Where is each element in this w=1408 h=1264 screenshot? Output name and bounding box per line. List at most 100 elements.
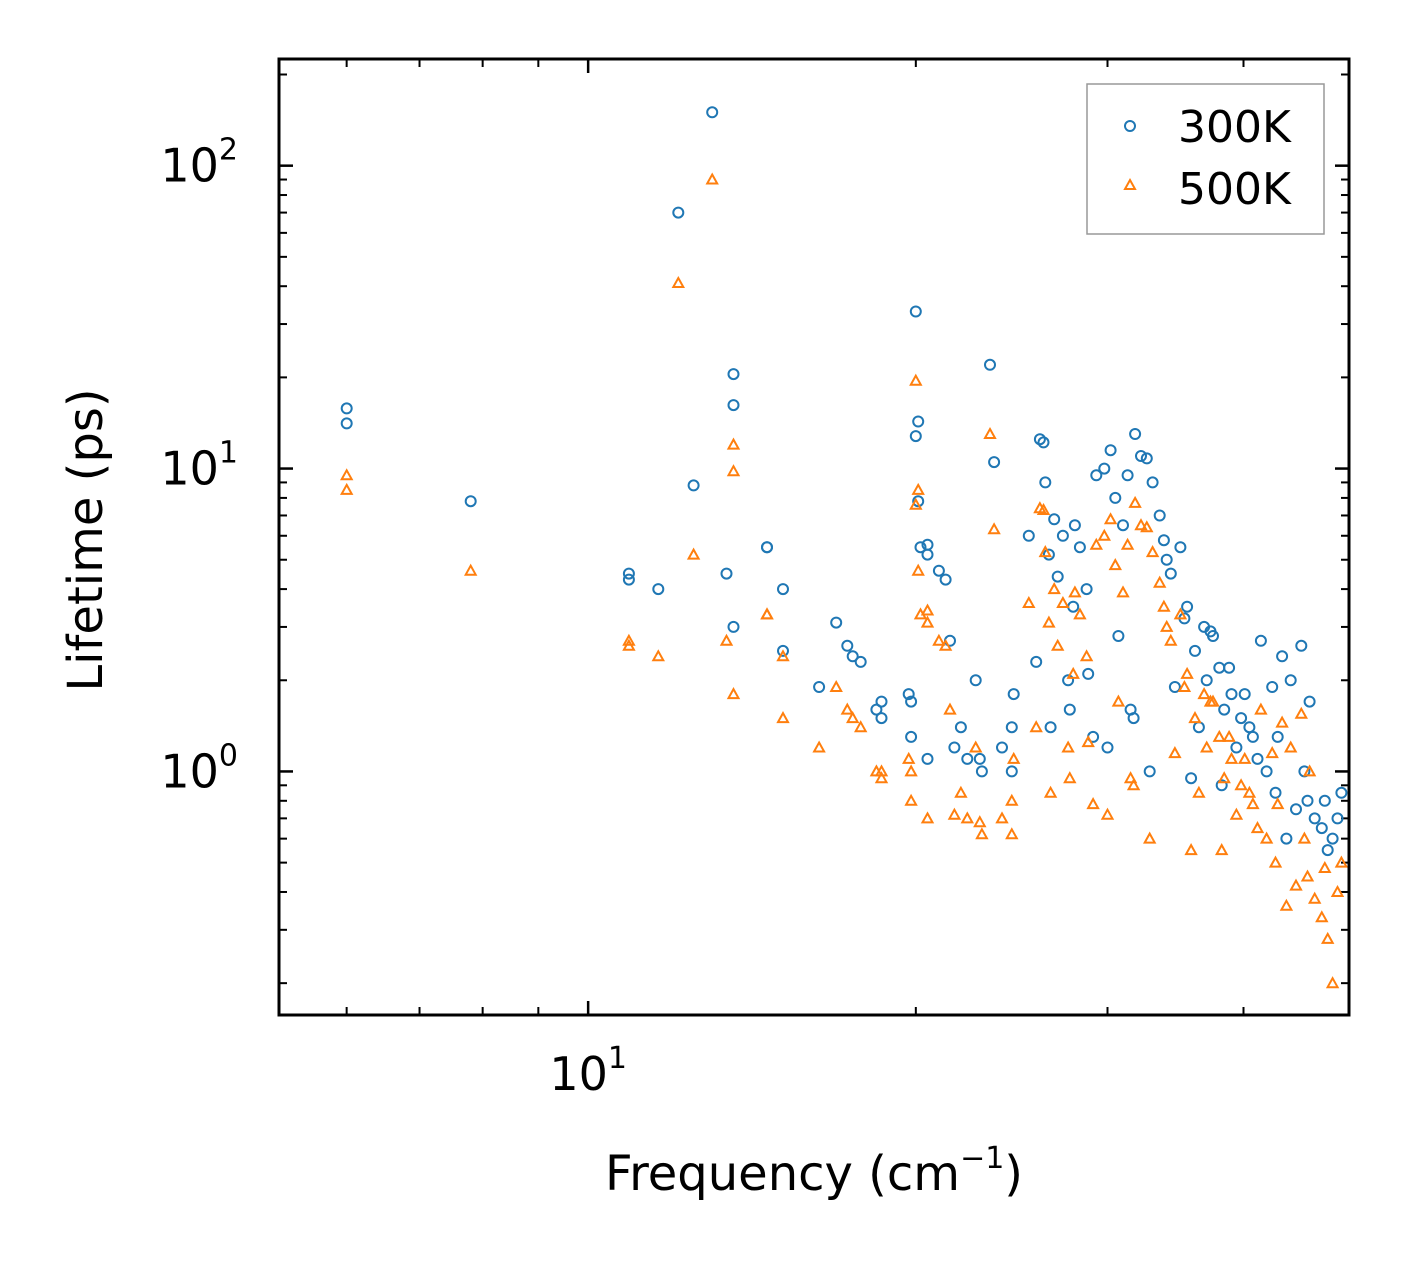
point-500K bbox=[726, 437, 741, 450]
point-500K bbox=[909, 497, 923, 510]
point-300K bbox=[1223, 661, 1236, 674]
point-300K bbox=[1246, 730, 1259, 743]
point-500K bbox=[1217, 771, 1231, 784]
point-300K bbox=[720, 567, 733, 580]
point-300K bbox=[1160, 553, 1173, 566]
point-500K bbox=[1321, 931, 1335, 944]
point-300K bbox=[652, 583, 665, 596]
y-tick-label: 100 bbox=[160, 738, 238, 798]
point-300K bbox=[1039, 476, 1052, 489]
point-500K bbox=[1007, 751, 1021, 764]
point-500K bbox=[1047, 582, 1061, 595]
point-500K bbox=[1229, 807, 1244, 820]
point-500K bbox=[1086, 797, 1100, 810]
point-300K bbox=[1073, 541, 1086, 554]
point-500K bbox=[1108, 558, 1122, 571]
point-300K bbox=[921, 752, 934, 765]
point-500K bbox=[1063, 771, 1077, 784]
point-300K bbox=[1235, 712, 1248, 725]
point-300K bbox=[1033, 433, 1046, 446]
point-500K bbox=[1224, 751, 1239, 764]
point-300K bbox=[1098, 462, 1111, 475]
point-300K bbox=[969, 674, 982, 687]
point-300K bbox=[1284, 674, 1297, 687]
series-500K-points bbox=[340, 172, 1349, 989]
point-500K bbox=[776, 649, 790, 662]
point-300K bbox=[1082, 667, 1095, 680]
point-500K bbox=[622, 633, 636, 646]
point-500K bbox=[902, 751, 916, 764]
point-300K bbox=[932, 564, 945, 577]
point-500K bbox=[622, 638, 636, 651]
point-300K bbox=[961, 752, 974, 765]
point-300K bbox=[1189, 644, 1201, 657]
point-300K bbox=[777, 644, 789, 657]
legend: 300K 500K bbox=[1086, 83, 1325, 235]
point-500K bbox=[1289, 878, 1303, 891]
point-300K bbox=[912, 495, 925, 508]
point-500K bbox=[854, 720, 868, 733]
point-500K bbox=[960, 811, 974, 824]
point-500K bbox=[1180, 666, 1194, 679]
point-300K bbox=[706, 106, 719, 119]
point-300K bbox=[1129, 428, 1142, 440]
point-300K bbox=[1109, 491, 1122, 504]
point-500K bbox=[969, 740, 983, 753]
point-300K bbox=[1068, 519, 1081, 532]
point-300K bbox=[1260, 765, 1273, 778]
point-300K bbox=[902, 688, 915, 701]
point-300K bbox=[761, 541, 773, 554]
point-300K bbox=[1321, 844, 1334, 857]
point-500K bbox=[1066, 666, 1080, 679]
y-tick-label: 102 bbox=[160, 133, 238, 193]
point-500K bbox=[1168, 746, 1182, 759]
point-500K bbox=[1005, 793, 1019, 806]
x-tick-labels: 101 bbox=[549, 1041, 627, 1101]
point-500K bbox=[726, 687, 741, 700]
point-300K bbox=[948, 741, 961, 754]
point-300K bbox=[1276, 650, 1289, 663]
point-500K bbox=[1079, 649, 1094, 662]
point-300K bbox=[854, 655, 867, 668]
point-500K bbox=[1005, 827, 1019, 840]
plot-frame bbox=[277, 57, 1351, 1017]
point-300K bbox=[875, 712, 888, 725]
point-500K bbox=[1315, 910, 1329, 923]
point-300K bbox=[1090, 469, 1103, 482]
point-500K bbox=[840, 702, 854, 715]
point-300K bbox=[1051, 570, 1064, 583]
point-300K bbox=[340, 417, 353, 430]
point-300K bbox=[1213, 661, 1226, 674]
point-300K bbox=[1117, 519, 1129, 532]
point-500K bbox=[1294, 706, 1308, 719]
point-300K bbox=[1238, 688, 1251, 701]
y-tick-labels: 100 101 102 bbox=[160, 133, 238, 799]
point-500K bbox=[1215, 843, 1229, 856]
point-300K bbox=[1335, 786, 1348, 799]
point-500K bbox=[1265, 746, 1279, 759]
point-300K bbox=[813, 681, 826, 693]
point-500K bbox=[1279, 898, 1294, 911]
point-500K bbox=[1284, 740, 1298, 753]
point-300K bbox=[984, 358, 996, 371]
point-500K bbox=[1177, 679, 1192, 692]
point-300K bbox=[1135, 450, 1147, 462]
point-500K bbox=[1242, 785, 1257, 798]
point-300K bbox=[1243, 721, 1256, 734]
point-500K bbox=[1128, 495, 1142, 508]
point-500K bbox=[846, 711, 860, 724]
point-300K bbox=[1318, 794, 1331, 807]
point-300K bbox=[912, 415, 925, 428]
point-300K bbox=[909, 305, 922, 318]
point-500K bbox=[1238, 751, 1252, 764]
point-500K bbox=[1188, 711, 1202, 724]
point-300K bbox=[1044, 721, 1057, 734]
point-500K bbox=[1022, 595, 1036, 608]
point-300K bbox=[973, 752, 986, 765]
point-500K bbox=[1051, 638, 1065, 651]
point-300K bbox=[988, 456, 1001, 469]
point-500K bbox=[954, 785, 968, 798]
point-500K bbox=[1042, 615, 1056, 628]
point-500K bbox=[920, 603, 935, 616]
point-300K bbox=[1230, 741, 1243, 754]
